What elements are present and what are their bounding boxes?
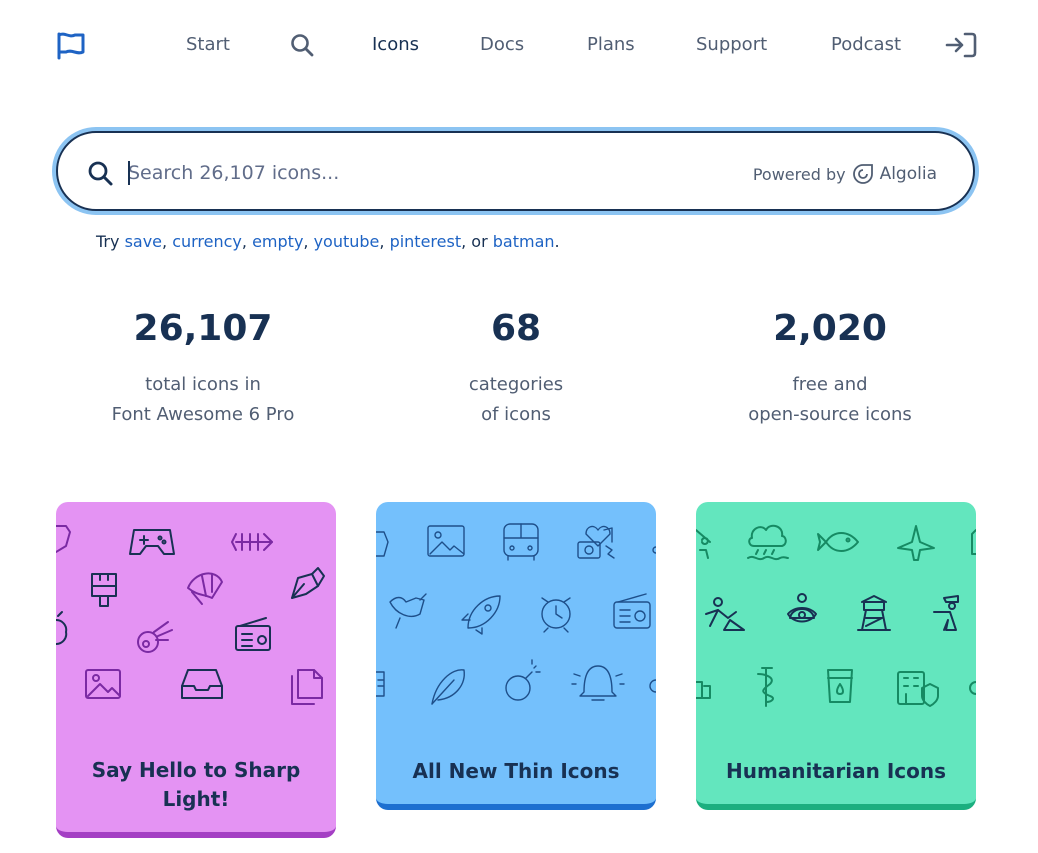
card-icon-pattern [376,523,656,705]
text-caret [128,161,130,185]
card-icon-pattern [696,524,976,707]
pen-nib-icon [291,567,325,599]
tower-observation-icon [857,595,891,631]
feather-icon [431,669,465,705]
stat-label-line: of icons [481,404,551,425]
algolia-icon [852,164,873,184]
stat-label-line: total icons in [145,374,261,395]
bus-icon [503,523,539,561]
inbox-icon [181,669,223,699]
card-title: Say Hello to Sharp Light! [91,758,301,811]
rocket-icon [461,595,501,635]
nav-support[interactable]: Support [696,34,768,55]
nav-docs[interactable]: Docs [480,34,525,55]
powered-by-label: Powered by [752,164,846,184]
suggestion-link[interactable]: youtube [313,232,380,251]
card-title: Humanitarian Icons [725,759,947,783]
stat-value: 2,020 [773,308,887,349]
stat-label-line: open-source icons [748,404,912,425]
person-military-pointing-icon [933,595,959,631]
glass-water-droplet-icon [827,669,853,703]
radio-icon [613,593,651,629]
card-icon-pattern [56,525,325,705]
stat-value: 26,107 [133,308,273,349]
suggestion-link[interactable]: batman [492,232,555,251]
jet-fighter-icon [897,525,935,561]
bell-icon [571,665,625,701]
suggestion-link[interactable]: pinterest [389,232,462,251]
flag-icon[interactable] [56,30,86,60]
stat-label: total icons in Font Awesome 6 Pro [53,370,353,430]
feature-card-sharp-light[interactable]: Say Hello to Sharp Light! [56,502,336,838]
image-icon [427,525,465,557]
suggestions-prefix: Try [96,232,120,251]
algolia-label: Algolia [879,164,937,184]
croissant-icon [187,572,223,605]
staff-snake-icon [757,667,774,707]
search-input[interactable] [126,153,690,193]
nav-start[interactable]: Start [186,34,230,55]
dove-icon [389,593,427,629]
search-suggestions: Try save, currency, empty, youtube, pint… [96,232,560,251]
suggestions-end: . [554,232,560,251]
top-nav: Start Icons Docs Plans Support Podcast [0,0,1038,90]
sign-in-icon[interactable] [944,30,978,60]
fish-bones-icon [231,533,273,551]
nav-podcast[interactable]: Podcast [831,34,902,55]
suggestion-link[interactable]: save [124,232,163,251]
search-icon [88,161,113,186]
image-icon [85,669,121,699]
search-focus-ring: Powered by Algolia [52,127,979,215]
fish-icon [817,532,859,552]
card-title: All New Thin Icons [412,759,620,783]
photo-music-icon [577,525,615,559]
stat-categories: 68 categories of icons [366,306,666,430]
stat-total-icons: 26,107 total icons in Font Awesome 6 Pro [53,306,353,430]
suggestion-link[interactable]: empty [252,232,304,251]
eye-person-icon [787,593,817,623]
feature-card-humanitarian[interactable]: Humanitarian Icons [696,502,976,810]
suggestions-or: , or [461,232,488,251]
brush-icon [91,573,117,607]
stat-label-line: free and [792,374,868,395]
copy-icon [291,669,323,705]
stat-label: free and open-source icons [680,370,980,430]
cloud-rain-water-icon [747,524,789,561]
meteor-icon [137,621,173,653]
suggestion-link[interactable]: currency [172,232,242,251]
radio-icon [235,617,271,651]
stat-free-icons: 2,020 free and open-source icons [680,306,980,430]
gamepad-icon [129,529,175,555]
building-shield-icon [897,671,939,707]
nav-icons[interactable]: Icons [372,34,420,55]
stat-label-line: Font Awesome 6 Pro [111,404,295,425]
nav-plans[interactable]: Plans [587,34,635,55]
stat-label-line: categories [468,374,564,395]
alarm-clock-icon [541,597,571,633]
bomb-icon [505,659,541,701]
search-bar[interactable]: Powered by Algolia [56,131,975,211]
person-digging-icon [705,597,745,631]
stat-value: 68 [490,308,542,349]
powered-by-algolia[interactable]: Powered by Algolia [753,163,937,185]
stat-label: categories of icons [366,370,666,430]
feature-card-thin[interactable]: All New Thin Icons [376,502,656,810]
search-icon[interactable] [289,32,315,58]
